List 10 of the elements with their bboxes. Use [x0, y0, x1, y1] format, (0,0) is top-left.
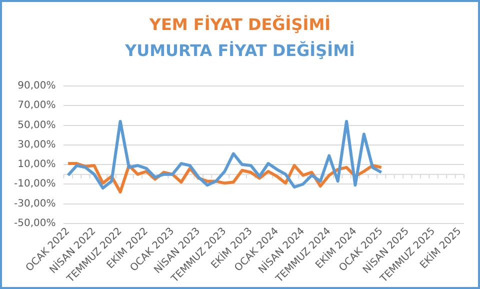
- y-tick-label: -30,00%: [14, 198, 56, 210]
- y-tick-label: 70,00%: [18, 100, 56, 112]
- y-tick-label: 50,00%: [18, 120, 56, 131]
- text: YUMURTA FİYAT DEĞİŞİMİ: [124, 40, 356, 62]
- y-tick-label: 30,00%: [18, 139, 56, 150]
- y-tick-label: -10,00%: [14, 178, 56, 190]
- y-tick-label: 90,00%: [18, 80, 56, 92]
- text: YEM FİYAT DEĞİŞİMİ: [148, 14, 332, 36]
- y-tick-label: 10,00%: [18, 159, 56, 170]
- y-tick-label: -50,00%: [14, 218, 56, 229]
